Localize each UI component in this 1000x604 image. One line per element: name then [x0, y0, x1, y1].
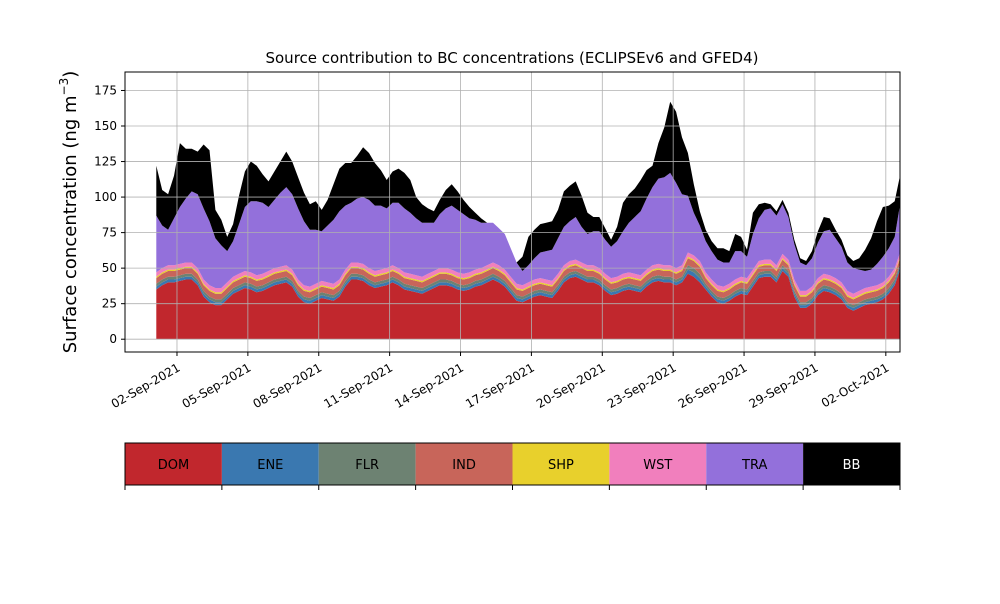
- legend-swatch-bb: [803, 443, 900, 485]
- x-tick-label: 02-Sep-2021: [109, 360, 183, 411]
- grid: [125, 72, 900, 352]
- legend-swatch-ind: [415, 443, 513, 485]
- legend-label-ind: IND: [452, 458, 476, 473]
- legend-label-shp: SHP: [548, 458, 574, 473]
- y-tick-label: 100: [94, 190, 117, 204]
- series-area-ene: [156, 267, 900, 311]
- y-tick-label: 25: [102, 297, 117, 311]
- x-tick-label: 17-Sep-2021: [463, 360, 537, 411]
- legend-swatch-tra: [706, 443, 804, 485]
- series-area-ind: [156, 258, 900, 306]
- legend-colorbar: DOM ENE FLR IND SHP WST TRA BB: [124, 442, 901, 490]
- legend-label-wst: WST: [643, 458, 672, 473]
- x-tick-label: 20-Sep-2021: [534, 360, 608, 411]
- x-axis: 02-Sep-202105-Sep-202108-Sep-202111-Sep-…: [109, 352, 891, 411]
- y-axis: 0 25 50 75 100 125 150 175: [94, 83, 125, 346]
- svg-text:Surface concentration (ng m−3): Surface concentration (ng m−3): [57, 71, 81, 354]
- x-tick-label: 05-Sep-2021: [180, 360, 254, 411]
- x-tick-label: 26-Sep-2021: [676, 360, 750, 411]
- legend-swatch-dom: [125, 443, 222, 485]
- y-tick-label: 150: [94, 119, 117, 133]
- series-area-tra: [156, 172, 900, 294]
- legend-label-dom: DOM: [158, 458, 189, 473]
- y-tick-label: 75: [102, 226, 117, 240]
- x-tick-label: 11-Sep-2021: [321, 360, 395, 411]
- y-axis-label-close: ): [60, 71, 81, 78]
- plot-area: 0 25 50 75 100 125 150 175 02-Sep-202105-Sep-202…: [94, 71, 901, 411]
- stacked-areas: [156, 101, 900, 340]
- legend-label-flr: FLR: [355, 458, 379, 473]
- y-tick-label: 50: [102, 261, 117, 275]
- legend-swatch-shp: [512, 443, 610, 485]
- legend-label-tra: TRA: [741, 458, 767, 473]
- series-area-wst: [156, 252, 900, 298]
- legend-label-ene: ENE: [257, 458, 283, 473]
- legend-swatch-wst: [609, 443, 707, 485]
- y-axis-label: Surface concentration (ng m−3): [57, 71, 81, 354]
- x-tick-label: 23-Sep-2021: [605, 360, 679, 411]
- legend-swatch-flr: [318, 443, 416, 485]
- plot-frame: [124, 71, 901, 353]
- series-area-dom: [156, 269, 900, 340]
- y-axis-label-main: Surface concentration (ng m: [60, 95, 81, 353]
- y-axis-label-exponent: −3: [57, 78, 71, 96]
- legend-label-bb: BB: [843, 458, 861, 473]
- x-tick-label: 14-Sep-2021: [392, 360, 466, 411]
- y-tick-label: 125: [94, 155, 117, 169]
- x-tick-label: 08-Sep-2021: [250, 360, 324, 411]
- y-tick-label: 175: [94, 83, 117, 97]
- x-tick-label: 02-Oct-2021: [819, 360, 891, 410]
- series-area-flr: [156, 264, 900, 308]
- legend-swatch-ene: [221, 443, 319, 485]
- chart-title: Source contribution to BC concentrations…: [265, 49, 758, 67]
- x-tick-label: 29-Sep-2021: [747, 360, 821, 411]
- y-tick-label: 0: [109, 332, 117, 346]
